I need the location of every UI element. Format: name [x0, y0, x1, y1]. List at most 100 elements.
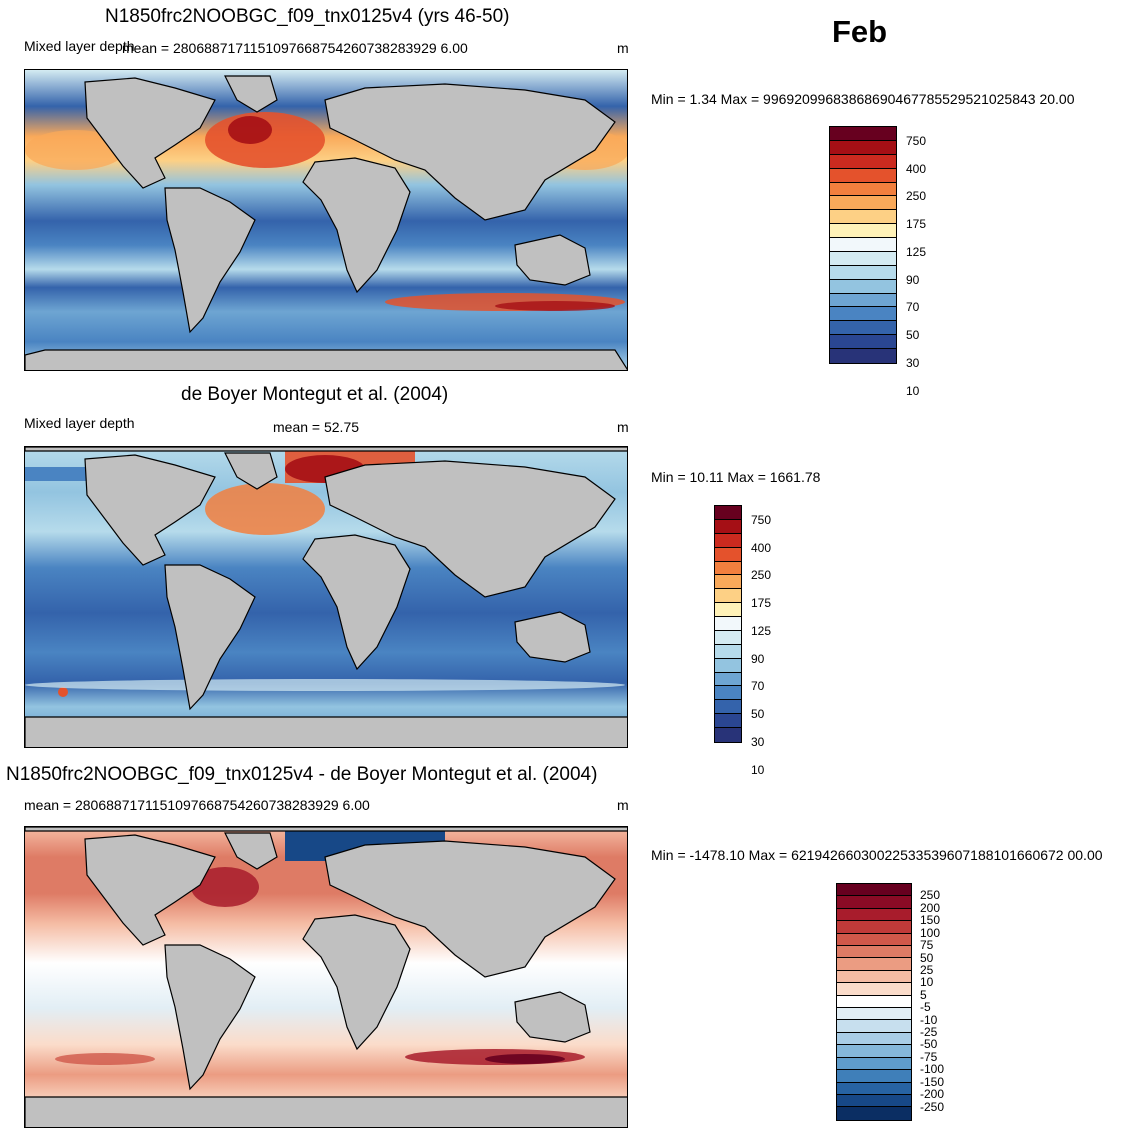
- panel1-mean: mean = 280688717115109766875426073828392…: [122, 40, 468, 56]
- colorbar-swatch: [830, 224, 896, 238]
- colorbar-swatch: [837, 958, 911, 971]
- panel2-colorbar-label: 750: [751, 512, 772, 527]
- colorbar-swatch: [715, 575, 741, 590]
- colorbar-swatch: [837, 921, 911, 934]
- panel3-map-canvas: [25, 827, 627, 1127]
- panel3-colorbar-label: -200: [920, 1087, 945, 1102]
- panel1-variable-label: Mixed layer depth: [24, 38, 135, 54]
- colorbar-swatch: [715, 533, 741, 548]
- panel2-units: m: [617, 419, 629, 435]
- colorbar-swatch: [837, 884, 911, 897]
- colorbar-swatch: [715, 589, 741, 604]
- panel2-colorbar-label: 250: [751, 568, 772, 583]
- panel1-colorbar-label: 30: [906, 356, 920, 370]
- panel3-colorbar-label: 100: [920, 925, 941, 940]
- colorbar-swatch: [830, 307, 896, 322]
- colorbar-swatch: [837, 896, 911, 909]
- colorbar-swatch: [830, 127, 896, 141]
- month-label: Feb: [832, 14, 888, 49]
- colorbar-swatch: [715, 658, 741, 673]
- colorbar-swatch: [837, 946, 911, 959]
- colorbar-swatch: [715, 686, 741, 701]
- colorbar-swatch: [830, 321, 896, 336]
- panel3-colorbar-label: -100: [920, 1062, 945, 1077]
- panel1-colorbar-label: 250: [906, 189, 927, 204]
- colorbar-swatch: [837, 908, 911, 922]
- colorbar-swatch: [715, 728, 741, 742]
- panel1-units: m: [617, 40, 629, 56]
- colorbar-swatch: [837, 1008, 911, 1021]
- panel2-colorbar-label: 400: [751, 540, 772, 555]
- colorbar-swatch: [837, 1032, 911, 1046]
- panel2-colorbar-label: 70: [751, 679, 765, 694]
- colorbar-swatch: [830, 210, 896, 225]
- panel2-title: de Boyer Montegut et al. (2004): [181, 384, 449, 405]
- panel3-colorbar-label: -150: [920, 1074, 945, 1089]
- panel2-colorbar-label: 10: [751, 762, 765, 777]
- colorbar-swatch: [837, 1094, 911, 1108]
- colorbar-swatch: [830, 140, 896, 155]
- colorbar-swatch: [830, 182, 896, 197]
- panel2-mean: mean = 52.75: [273, 419, 360, 435]
- panel1-minmax: Min = 1.34 Max = 99692099683868690467785…: [651, 91, 1075, 107]
- panel3-colorbar-label: 5: [920, 987, 927, 1002]
- panel3-colorbar-label: -25: [920, 1025, 938, 1040]
- colorbar-swatch: [837, 995, 911, 1009]
- panel3-title: N1850frc2NOOBGC_f09_tnx0125v4 - de Boyer…: [6, 764, 598, 785]
- colorbar-swatch: [830, 335, 896, 349]
- panel3-colorbar-label: -250: [920, 1099, 945, 1114]
- panel1-colorbar-label: 10: [906, 383, 920, 398]
- colorbar-swatch: [837, 1070, 911, 1083]
- panel3-colorbar-label: 200: [920, 900, 941, 915]
- colorbar-swatch: [837, 970, 911, 984]
- colorbar-swatch: [715, 644, 741, 659]
- colorbar-swatch: [715, 672, 741, 687]
- panel1-colorbar-label: 50: [906, 328, 920, 343]
- panel3-colorbar-label: 150: [920, 913, 941, 928]
- panel1-colorbar-label: 125: [906, 244, 927, 259]
- panel3-colorbar-label: 10: [920, 975, 934, 990]
- colorbar-swatch: [830, 154, 896, 169]
- panel3-colorbar-label: -75: [920, 1049, 938, 1064]
- colorbar-swatch: [715, 630, 741, 645]
- colorbar-swatch: [837, 1107, 911, 1120]
- panel3-mean: mean = 280688717115109766875426073828392…: [24, 797, 370, 813]
- colorbar-swatch: [837, 1082, 911, 1095]
- panel1-colorbar-label: 750: [906, 133, 927, 148]
- colorbar-swatch: [715, 700, 741, 715]
- panel1-colorbar-label: 90: [906, 272, 920, 287]
- colorbar-swatch: [830, 279, 896, 294]
- panel1-map-canvas: [25, 70, 627, 370]
- colorbar-swatch: [837, 1020, 911, 1033]
- panel1-colorbar-label: 400: [906, 161, 927, 176]
- panel2-colorbar: [714, 505, 742, 743]
- panel3-colorbar: [836, 883, 912, 1121]
- panel2-colorbar-label: 125: [751, 623, 772, 638]
- panel2-map: [24, 446, 628, 748]
- panel1-colorbar-label: 70: [906, 300, 920, 315]
- colorbar-swatch: [830, 349, 896, 363]
- colorbar-swatch: [837, 933, 911, 947]
- colorbar-swatch: [830, 196, 896, 211]
- panel2-variable-label: Mixed layer depth: [24, 415, 135, 431]
- panel3-map: [24, 826, 628, 1128]
- panel3-colorbar-label: 25: [920, 962, 934, 977]
- panel3-colorbar-label: 75: [920, 938, 934, 953]
- panel3-colorbar-label: -5: [920, 1000, 931, 1015]
- colorbar-swatch: [837, 983, 911, 996]
- panel2-map-canvas: [25, 447, 627, 747]
- panel3-colorbar-label: 50: [920, 950, 934, 965]
- panel3-colorbar-label: -10: [920, 1012, 938, 1027]
- panel3-colorbar-label: -50: [920, 1037, 938, 1052]
- colorbar-swatch: [830, 265, 896, 280]
- panel2-colorbar-label: 175: [751, 596, 772, 611]
- colorbar-swatch: [830, 251, 896, 266]
- colorbar-swatch: [830, 168, 896, 183]
- panel3-colorbar-label: 250: [920, 888, 941, 903]
- colorbar-swatch: [837, 1045, 911, 1058]
- panel1-map: [24, 69, 628, 371]
- colorbar-swatch: [715, 506, 741, 520]
- panel1-colorbar: [829, 126, 897, 364]
- panel1-colorbar-label: 175: [906, 217, 927, 232]
- colorbar-swatch: [830, 238, 896, 252]
